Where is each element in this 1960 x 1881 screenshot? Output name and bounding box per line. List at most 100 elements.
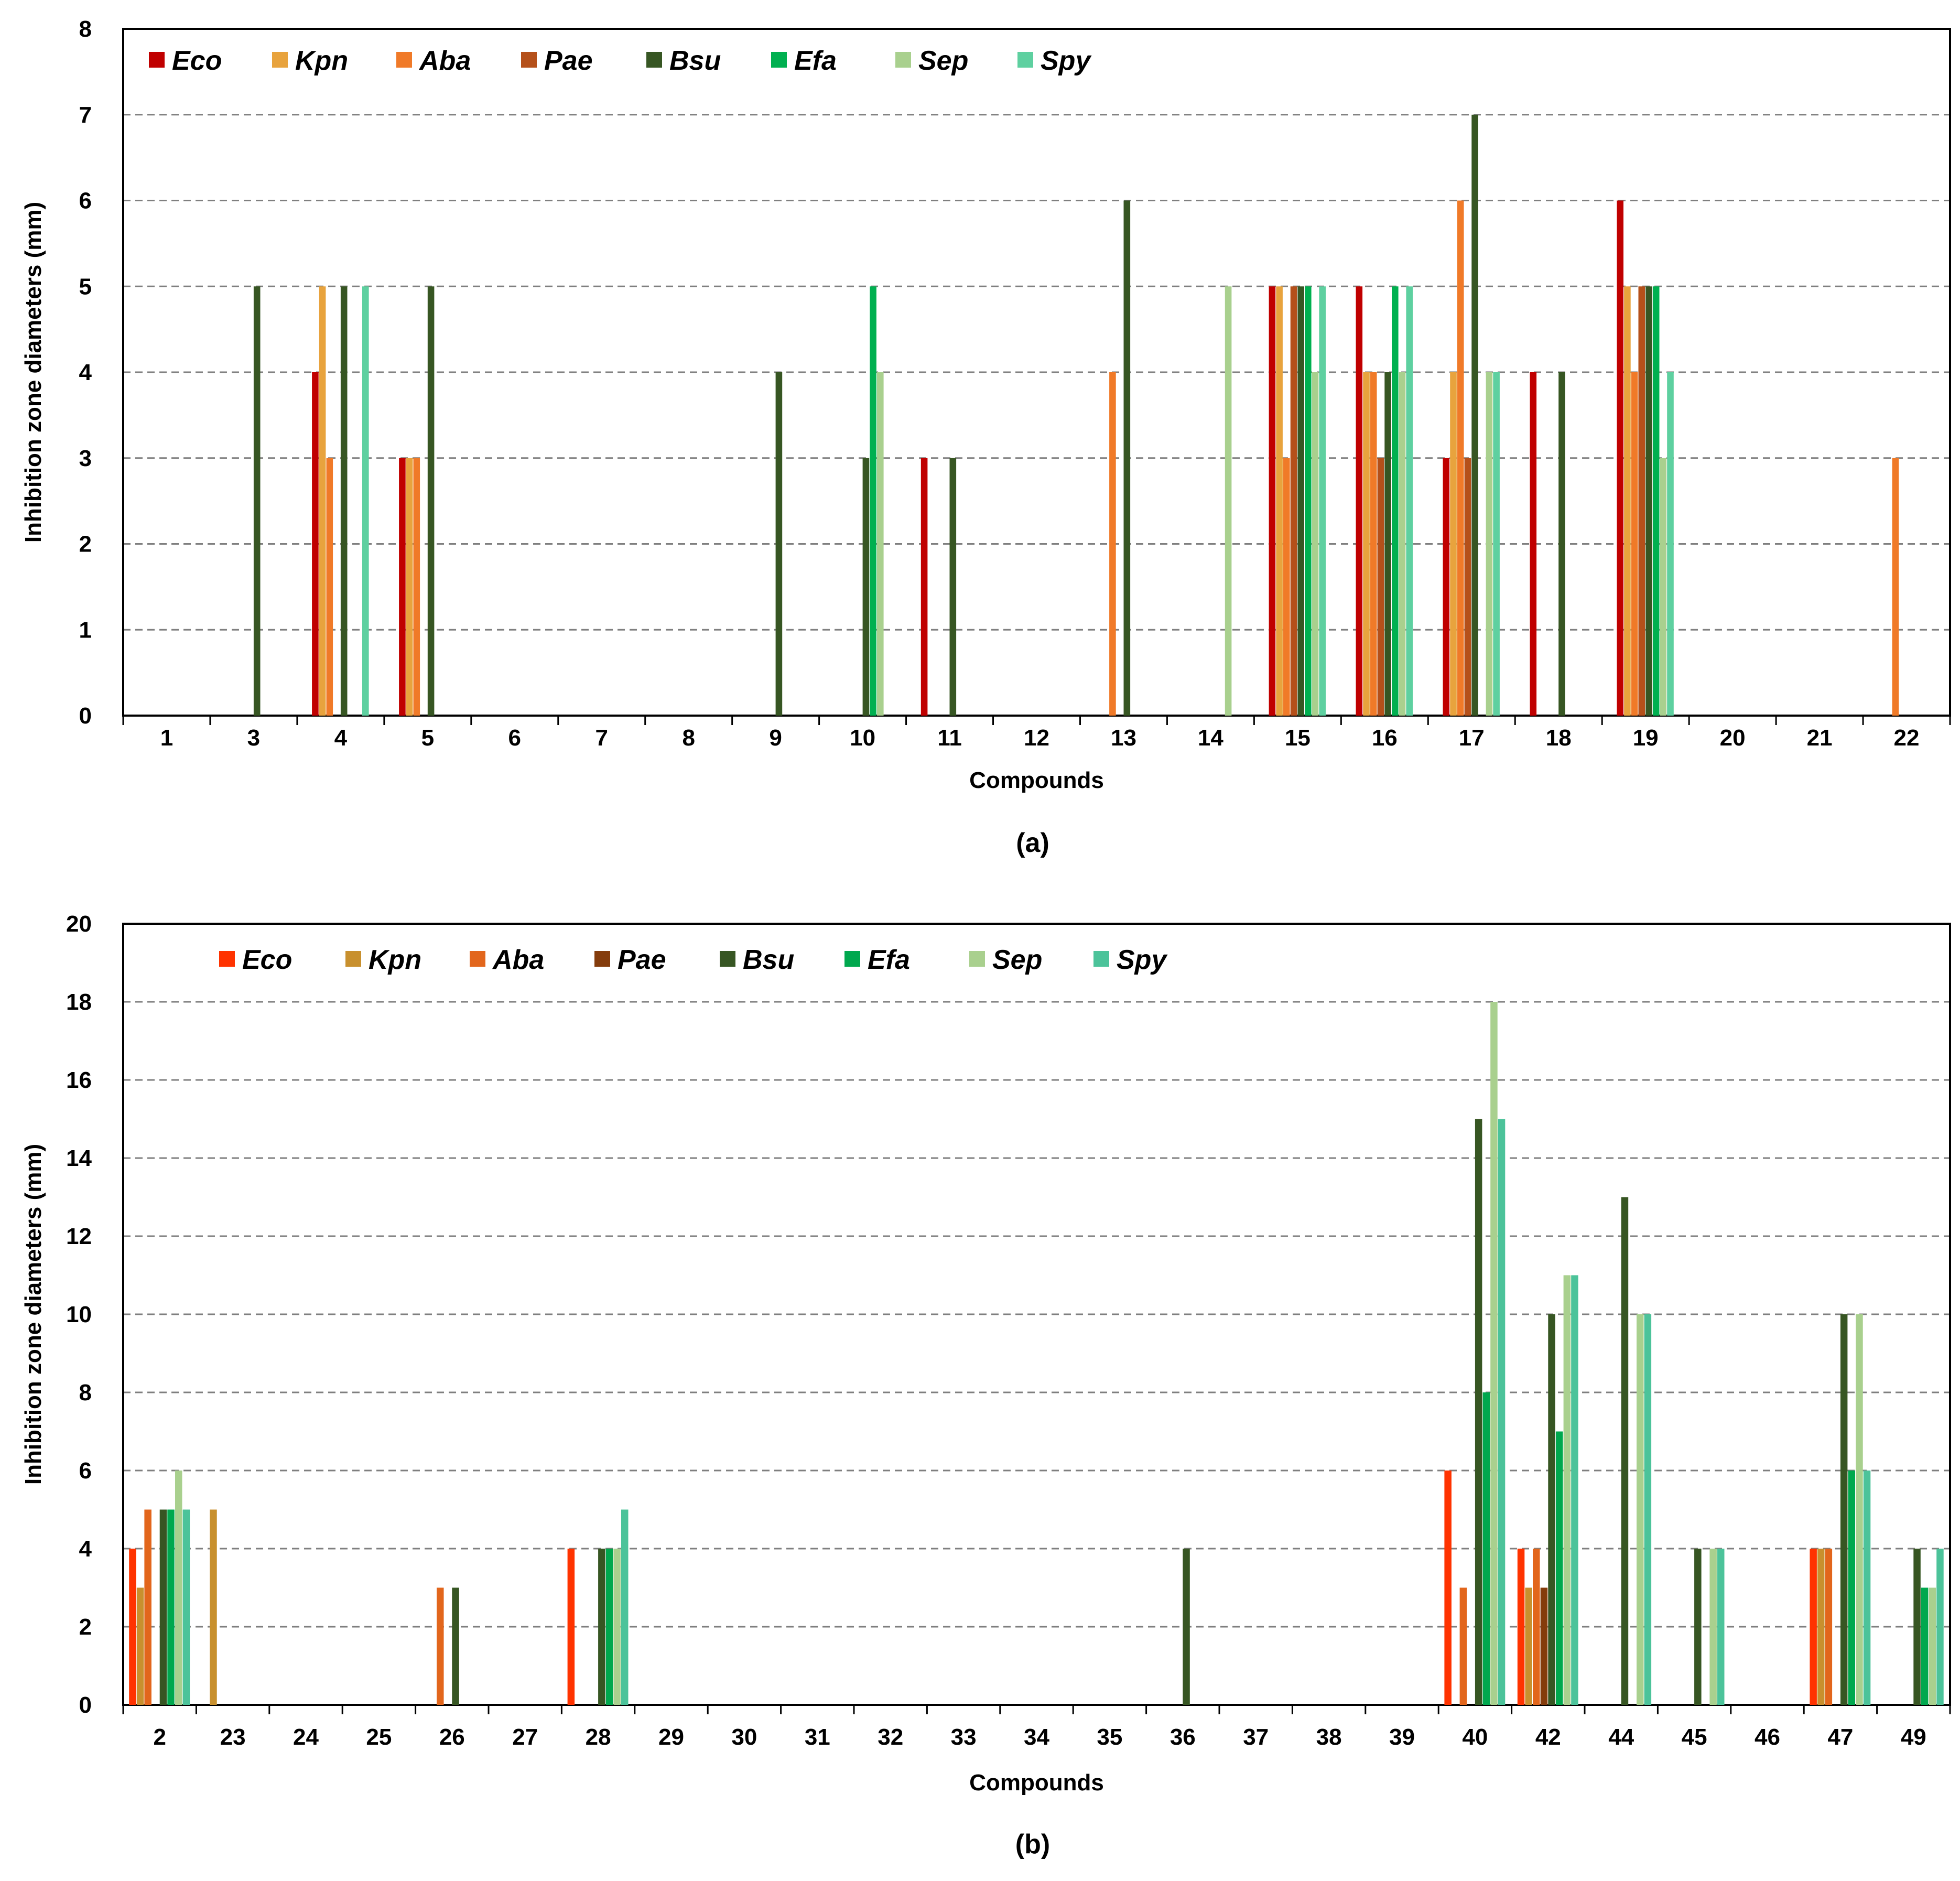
bar-spy-compound-44 [1644, 1314, 1652, 1705]
x-tick-label: 45 [1682, 1724, 1707, 1750]
x-tick-label: 40 [1462, 1724, 1488, 1750]
bar-bsu-compound-47 [1840, 1314, 1848, 1705]
x-tick-label: 23 [220, 1724, 246, 1750]
bar-eco-compound-2 [129, 1549, 136, 1705]
panel-label: (a) [1016, 828, 1049, 858]
x-tick-label: 46 [1755, 1724, 1780, 1750]
legend-label-eco: Eco [242, 945, 292, 975]
bar-eco-compound-16 [1356, 286, 1363, 716]
bar-aba-compound-47 [1825, 1549, 1833, 1705]
bar-aba-compound-22 [1892, 458, 1899, 716]
bar-efa-compound-47 [1848, 1471, 1855, 1705]
bar-spy-compound-28 [621, 1509, 629, 1705]
x-tick-label: 30 [731, 1724, 757, 1750]
y-tick-label: 6 [79, 188, 92, 214]
bar-spy-compound-49 [1936, 1549, 1944, 1705]
bar-pae-compound-19 [1638, 286, 1645, 716]
bar-aba-compound-2 [144, 1509, 151, 1705]
x-tick-label: 39 [1389, 1724, 1415, 1750]
bar-aba-compound-19 [1631, 372, 1638, 716]
y-tick-label: 14 [66, 1145, 92, 1171]
legend-label-pae: Pae [618, 945, 666, 975]
y-axis-title: Inhibition zone diameters (mm) [20, 202, 46, 543]
bar-kpn-compound-17 [1450, 372, 1457, 716]
legend: Eco Kpn Aba Pae Bsu Efa Sep Spy [149, 46, 1092, 76]
legend-label-efa: Efa [868, 945, 910, 975]
bar-eco-compound-11 [921, 458, 928, 716]
bar-spy-compound-15 [1319, 286, 1326, 716]
bar-spy-compound-19 [1667, 372, 1674, 716]
bar-aba-compound-4 [326, 458, 333, 716]
legend-label-kpn: Kpn [369, 945, 421, 975]
x-tick-label: 10 [850, 725, 875, 751]
bar-aba-compound-5 [413, 458, 420, 716]
x-tick-label: 26 [439, 1724, 465, 1750]
bar-eco-compound-15 [1269, 286, 1276, 716]
x-tick-label: 42 [1535, 1724, 1561, 1750]
bar-bsu-compound-2 [159, 1509, 167, 1705]
legend-swatch-spy [1017, 52, 1033, 68]
bar-bsu-compound-28 [598, 1549, 605, 1705]
bar-bsu-compound-18 [1558, 372, 1565, 716]
legend-label-bsu: Bsu [669, 46, 721, 76]
legend-swatch-sep [969, 951, 985, 967]
bar-efa-compound-10 [870, 286, 876, 716]
bar-bsu-compound-26 [452, 1587, 459, 1705]
x-axis-title: Compounds [969, 767, 1104, 793]
x-tick-label: 25 [366, 1724, 392, 1750]
x-tick-label: 36 [1170, 1724, 1196, 1750]
bar-sep-compound-15 [1312, 372, 1319, 716]
legend-swatch-spy [1093, 951, 1109, 967]
bar-spy-compound-47 [1863, 1471, 1871, 1705]
bar-eco-compound-47 [1810, 1549, 1817, 1705]
x-tick-label: 15 [1285, 725, 1311, 751]
legend-label-efa: Efa [794, 46, 837, 76]
x-tick-label: 6 [508, 725, 521, 751]
bar-spy-compound-2 [182, 1509, 190, 1705]
bar-sep-compound-16 [1399, 372, 1406, 716]
bar-eco-compound-4 [312, 372, 319, 716]
bar-eco-compound-40 [1444, 1471, 1452, 1705]
x-tick-label: 47 [1827, 1724, 1853, 1750]
legend-swatch-bsu [720, 951, 735, 967]
bar-eco-compound-5 [399, 458, 406, 716]
legend-swatch-pae [594, 951, 610, 967]
x-tick-label: 17 [1459, 725, 1485, 751]
x-tick-label: 1 [160, 725, 173, 751]
y-tick-label: 20 [66, 911, 92, 937]
y-tick-label: 2 [79, 1614, 92, 1640]
bar-pae-compound-16 [1377, 458, 1384, 716]
bar-kpn-compound-15 [1276, 286, 1283, 716]
bar-bsu-compound-49 [1913, 1549, 1921, 1705]
bar-aba-compound-42 [1533, 1549, 1540, 1705]
y-tick-label: 1 [79, 617, 92, 643]
x-tick-label: 22 [1894, 725, 1920, 751]
y-tick-label: 4 [79, 360, 92, 385]
bar-sep-compound-45 [1709, 1549, 1717, 1705]
x-tick-label: 24 [293, 1724, 319, 1750]
x-tick-label: 49 [1901, 1724, 1926, 1750]
legend-label-pae: Pae [544, 46, 593, 76]
legend-swatch-kpn [272, 52, 288, 68]
bar-sep-compound-40 [1490, 1002, 1498, 1705]
legend-label-spy: Spy [1117, 945, 1168, 975]
x-tick-label: 31 [805, 1724, 830, 1750]
bar-spy-compound-40 [1498, 1119, 1506, 1705]
x-tick-label: 34 [1024, 1724, 1049, 1750]
bar-kpn-compound-2 [136, 1587, 144, 1705]
x-tick-label: 8 [682, 725, 695, 751]
bar-spy-compound-16 [1406, 286, 1413, 716]
x-tick-label: 3 [247, 725, 260, 751]
bar-efa-compound-42 [1555, 1431, 1563, 1705]
y-tick-label: 8 [79, 1380, 92, 1406]
legend-label-aba: Aba [492, 945, 544, 975]
legend-swatch-eco [149, 52, 165, 68]
bar-aba-compound-16 [1370, 372, 1377, 716]
bar-spy-compound-42 [1571, 1275, 1578, 1705]
bar-sep-compound-28 [613, 1549, 621, 1705]
x-tick-label: 32 [878, 1724, 903, 1750]
bar-efa-compound-40 [1482, 1392, 1490, 1705]
x-tick-label: 35 [1097, 1724, 1122, 1750]
y-tick-label: 4 [79, 1536, 92, 1562]
